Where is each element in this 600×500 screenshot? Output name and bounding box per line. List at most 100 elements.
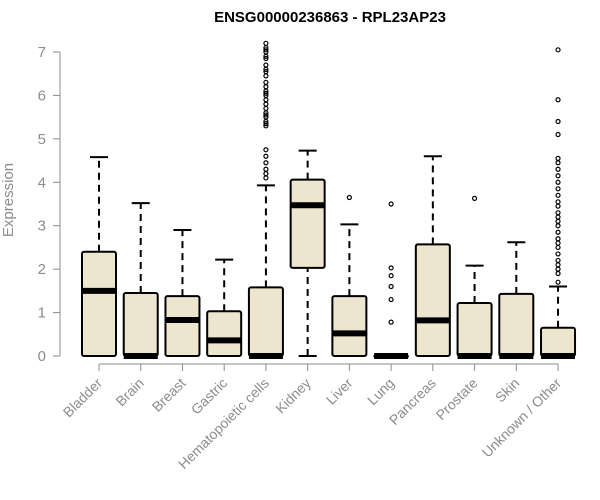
outlier-point <box>471 195 478 201</box>
outlier-point <box>263 160 269 166</box>
x-tick-label: Brain <box>112 375 146 409</box>
outlier-point <box>555 166 561 172</box>
outlier-point <box>388 273 394 279</box>
box-body <box>164 295 201 357</box>
outlier-point <box>555 118 561 125</box>
outlier-point <box>555 179 561 185</box>
outlier-point <box>555 203 561 209</box>
box-body <box>331 295 368 357</box>
box-body <box>289 178 326 269</box>
outlier-point <box>263 97 269 103</box>
outlier-point <box>555 160 561 166</box>
box-lung <box>373 201 410 359</box>
box-body <box>456 302 493 358</box>
y-tick-label: 1 <box>38 305 46 322</box>
box-body <box>247 286 284 357</box>
outlier-point <box>263 84 269 90</box>
outlier-point <box>555 199 561 205</box>
y-tick-label: 2 <box>38 261 46 278</box>
outlier-point <box>555 97 561 103</box>
x-tick-label: Prostate <box>433 375 481 423</box>
x-tick-label: Breast <box>149 375 189 415</box>
box-kidney <box>289 149 326 357</box>
box-unknown-other <box>540 47 577 359</box>
outlier-point <box>263 175 269 181</box>
outlier-point <box>263 147 269 153</box>
outlier-point <box>555 210 561 216</box>
outlier-point <box>263 68 269 75</box>
outlier-point <box>555 223 561 229</box>
outlier-point <box>263 101 269 107</box>
outlier-point <box>263 79 269 86</box>
box-hematopoietic-cells <box>247 40 284 359</box>
outlier-point <box>263 47 269 53</box>
box-body <box>498 292 535 358</box>
box-body <box>81 250 117 357</box>
box-breast <box>164 229 201 357</box>
outlier-point <box>263 55 269 62</box>
outlier-point <box>388 296 394 303</box>
y-axis-label: Expression <box>0 163 17 237</box>
y-tick-label: 6 <box>38 87 46 104</box>
outlier-point <box>263 40 269 46</box>
outlier-point <box>388 201 394 207</box>
box-body <box>540 326 577 357</box>
y-tick-label: 4 <box>38 174 46 191</box>
outlier-point <box>555 173 561 179</box>
outlier-point <box>263 153 269 159</box>
outlier-point <box>263 73 269 79</box>
outlier-point <box>346 194 352 201</box>
x-tick-label: Skin <box>492 375 523 406</box>
y-axis: 0 1 2 3 4 5 6 7 <box>38 44 61 365</box>
x-tick-label: Unknown / Other <box>479 375 565 461</box>
chart-title: ENSG00000236863 - RPL23AP23 <box>214 9 446 26</box>
box-pancreas <box>414 155 451 357</box>
outlier-point <box>555 47 561 53</box>
box-liver <box>331 194 368 357</box>
x-tick-label: Kidney <box>272 375 314 417</box>
box-body <box>414 243 451 357</box>
outlier-point <box>555 270 561 277</box>
outlier-point <box>555 257 561 264</box>
box-bladder <box>81 156 117 357</box>
outlier-point <box>555 229 561 235</box>
outlier-point <box>263 121 269 127</box>
y-tick-label: 5 <box>38 131 46 148</box>
outlier-point <box>555 262 561 268</box>
outlier-point <box>263 166 269 172</box>
outlier-point <box>263 171 269 177</box>
y-tick-label: 3 <box>38 218 46 235</box>
outlier-point <box>263 90 269 96</box>
box-brain <box>122 202 159 359</box>
outlier-point <box>555 244 561 251</box>
outlier-point <box>263 62 269 68</box>
x-tick-label: Bladder <box>60 375 106 421</box>
box-prostate <box>456 195 493 359</box>
outlier-point <box>555 236 561 242</box>
outlier-point <box>388 283 394 290</box>
outlier-point <box>555 218 561 224</box>
outlier-point <box>555 186 561 192</box>
box-body <box>206 310 243 358</box>
box-skin <box>498 241 535 359</box>
outlier-point <box>263 105 269 112</box>
y-tick-label: 0 <box>38 348 46 365</box>
box-series <box>81 40 577 359</box>
x-tick-label: Lung <box>364 375 397 408</box>
outlier-point <box>555 240 561 246</box>
outlier-point <box>388 319 394 325</box>
box-gastric <box>206 258 243 358</box>
outlier-point <box>555 279 561 285</box>
box-body <box>122 292 159 357</box>
x-tick-label: Liver <box>323 375 356 408</box>
outlier-point <box>555 266 561 272</box>
outlier-point <box>555 251 561 257</box>
outlier-point <box>555 131 561 138</box>
outlier-point <box>555 155 561 161</box>
outlier-point <box>388 265 394 271</box>
outlier-point <box>555 214 561 220</box>
outlier-point <box>263 112 269 118</box>
outlier-point <box>555 192 561 198</box>
